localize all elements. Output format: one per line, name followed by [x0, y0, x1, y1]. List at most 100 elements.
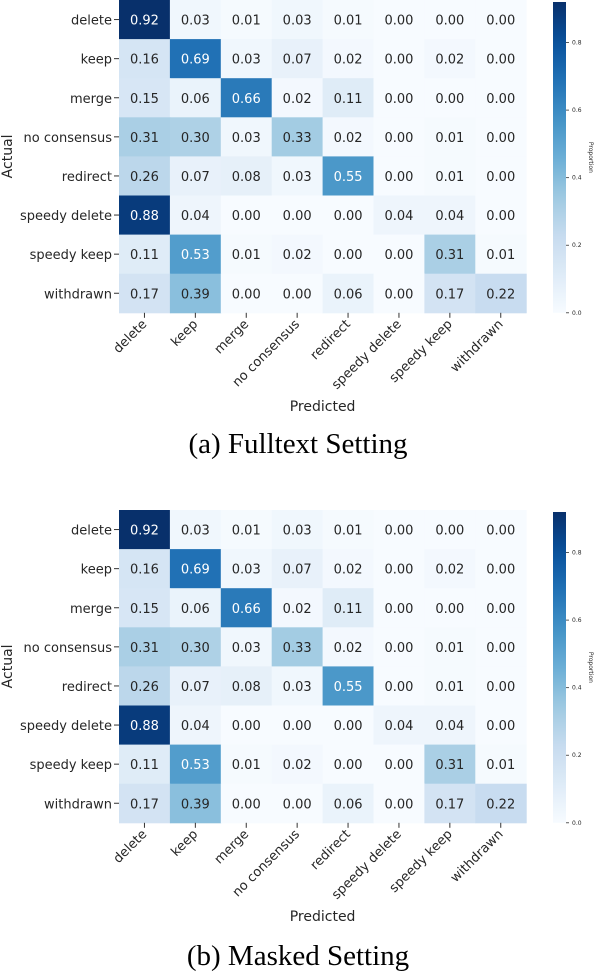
caption-masked: (b) Masked Setting: [186, 940, 410, 972]
cell-value-label: 0.02: [334, 53, 363, 68]
heatmap-cell: [475, 588, 527, 628]
cell-value-label: 0.53: [181, 758, 210, 773]
heatmap-cell: [220, 195, 273, 236]
cell-value-label: 0.03: [181, 14, 210, 29]
colorbar-tick-label: 0.2: [572, 242, 582, 249]
heatmap-cell: [169, 39, 222, 79]
y-tick-label: speedy delete: [20, 719, 112, 734]
heatmap-cell: [119, 78, 171, 118]
cell-value-label: 0.00: [486, 641, 515, 656]
heatmap-cell: [169, 156, 222, 196]
cell-value-label: 0.30: [181, 131, 210, 146]
y-tick-label: withdrawn: [44, 287, 112, 302]
y-tick-label: redirect: [62, 680, 112, 695]
cell-value-label: 0.06: [181, 602, 210, 617]
cell-value-label: 0.92: [130, 524, 159, 539]
cell-value-label: 0.02: [435, 563, 464, 578]
heatmap-cell: [475, 549, 527, 589]
cell-value-label: 0.55: [334, 170, 363, 185]
heatmap-cell: [169, 117, 222, 157]
cell-value-label: 0.01: [435, 641, 464, 656]
heatmap-figure-masked: 0.92 0.03 0.01 0.03 0.01 0.00 0.00 0.00 0.16 0.69…: [0, 510, 596, 976]
cell-value-label: 0.02: [283, 92, 312, 107]
heatmap-cell: [169, 0, 222, 40]
heatmap-cell: [119, 234, 171, 275]
heatmap-cell: [373, 234, 425, 275]
heatmap-cell: [119, 666, 171, 706]
heatmap-cell: [322, 588, 374, 628]
heatmap-cell: [119, 549, 171, 589]
heatmap-cell: [373, 783, 425, 824]
cell-value-label: 0.00: [334, 209, 363, 224]
heatmap-cell: [424, 39, 476, 79]
cell-value-label: 0.01: [435, 680, 464, 695]
heatmap-cell: [271, 273, 324, 314]
cell-value-label: 0.00: [232, 209, 261, 224]
heatmap-cell: [322, 78, 374, 118]
heatmap-cell: [119, 156, 171, 196]
colorbar-tick-label: 0.4: [572, 685, 582, 692]
x-tick-label: merge: [212, 317, 252, 357]
heatmap-cell: [169, 510, 222, 550]
heatmap-cell: [271, 510, 324, 550]
heatmap-cell: [424, 666, 476, 706]
y-tick-label: delete: [71, 524, 112, 539]
heatmap-cell: [424, 783, 476, 824]
heatmap-cell: [220, 0, 273, 40]
cell-value-label: 0.03: [232, 53, 261, 68]
heatmap-cell: [169, 195, 222, 236]
cell-value-label: 0.00: [384, 563, 413, 578]
cell-value-label: 0.00: [384, 758, 413, 773]
cell-value-label: 0.26: [130, 170, 159, 185]
cell-value-label: 0.07: [181, 170, 210, 185]
cell-value-label: 0.17: [435, 287, 464, 302]
cell-value-label: 0.00: [486, 209, 515, 224]
heatmap-masked: 0.92 0.03 0.01 0.03 0.01 0.00 0.00 0.00 0.16 0.69…: [0, 510, 594, 925]
heatmap-cell: [322, 117, 374, 157]
cell-value-label: 0.31: [130, 641, 159, 656]
cell-value-label: 0.11: [334, 92, 363, 107]
heatmap-cell: [271, 666, 324, 706]
heatmap-cell: [424, 627, 476, 667]
heatmap-cell: [271, 195, 324, 236]
cell-value-label: 0.00: [486, 680, 515, 695]
cell-value-label: 0.02: [283, 758, 312, 773]
cell-value-label: 0.88: [130, 209, 159, 224]
cell-value-label: 0.03: [283, 170, 312, 185]
cell-value-label: 0.69: [181, 563, 210, 578]
cell-value-label: 0.00: [232, 797, 261, 812]
cell-value-label: 0.04: [384, 719, 413, 734]
cell-value-label: 0.04: [435, 719, 464, 734]
heatmap-cell: [475, 117, 527, 157]
x-tick-label: delete: [111, 827, 151, 867]
cell-value-label: 0.17: [130, 797, 159, 812]
cell-value-label: 0.31: [435, 248, 464, 263]
y-tick-label: merge: [70, 602, 112, 617]
colorbar-tick-label: 0.0: [572, 310, 582, 317]
heatmap-cell: [220, 156, 273, 196]
heatmap-cell: [424, 588, 476, 628]
heatmap-cell: [373, 705, 425, 746]
heatmap-cell: [271, 627, 324, 667]
cell-value-label: 0.00: [283, 719, 312, 734]
heatmap-cell: [475, 0, 527, 40]
heatmap-cell: [271, 744, 324, 785]
heatmap-cell: [424, 705, 476, 746]
heatmap-cell: [322, 783, 374, 824]
heatmap-cell: [322, 627, 374, 667]
heatmap-cell: [373, 666, 425, 706]
x-tick-label: redirect: [308, 827, 354, 873]
x-tick-label: keep: [168, 827, 201, 860]
cell-value-label: 0.17: [130, 287, 159, 302]
heatmap-cell: [271, 39, 324, 79]
cell-value-label: 0.00: [435, 524, 464, 539]
colorbar: [553, 2, 566, 313]
cell-value-label: 0.16: [130, 53, 159, 68]
cell-value-label: 0.00: [435, 14, 464, 29]
heatmap-cell: [424, 117, 476, 157]
x-tick-label: withdrawn: [448, 827, 507, 886]
heatmap-cell: [220, 117, 273, 157]
x-tick-label: merge: [212, 827, 252, 867]
heatmap-cell: [475, 273, 527, 314]
cell-value-label: 0.03: [232, 641, 261, 656]
